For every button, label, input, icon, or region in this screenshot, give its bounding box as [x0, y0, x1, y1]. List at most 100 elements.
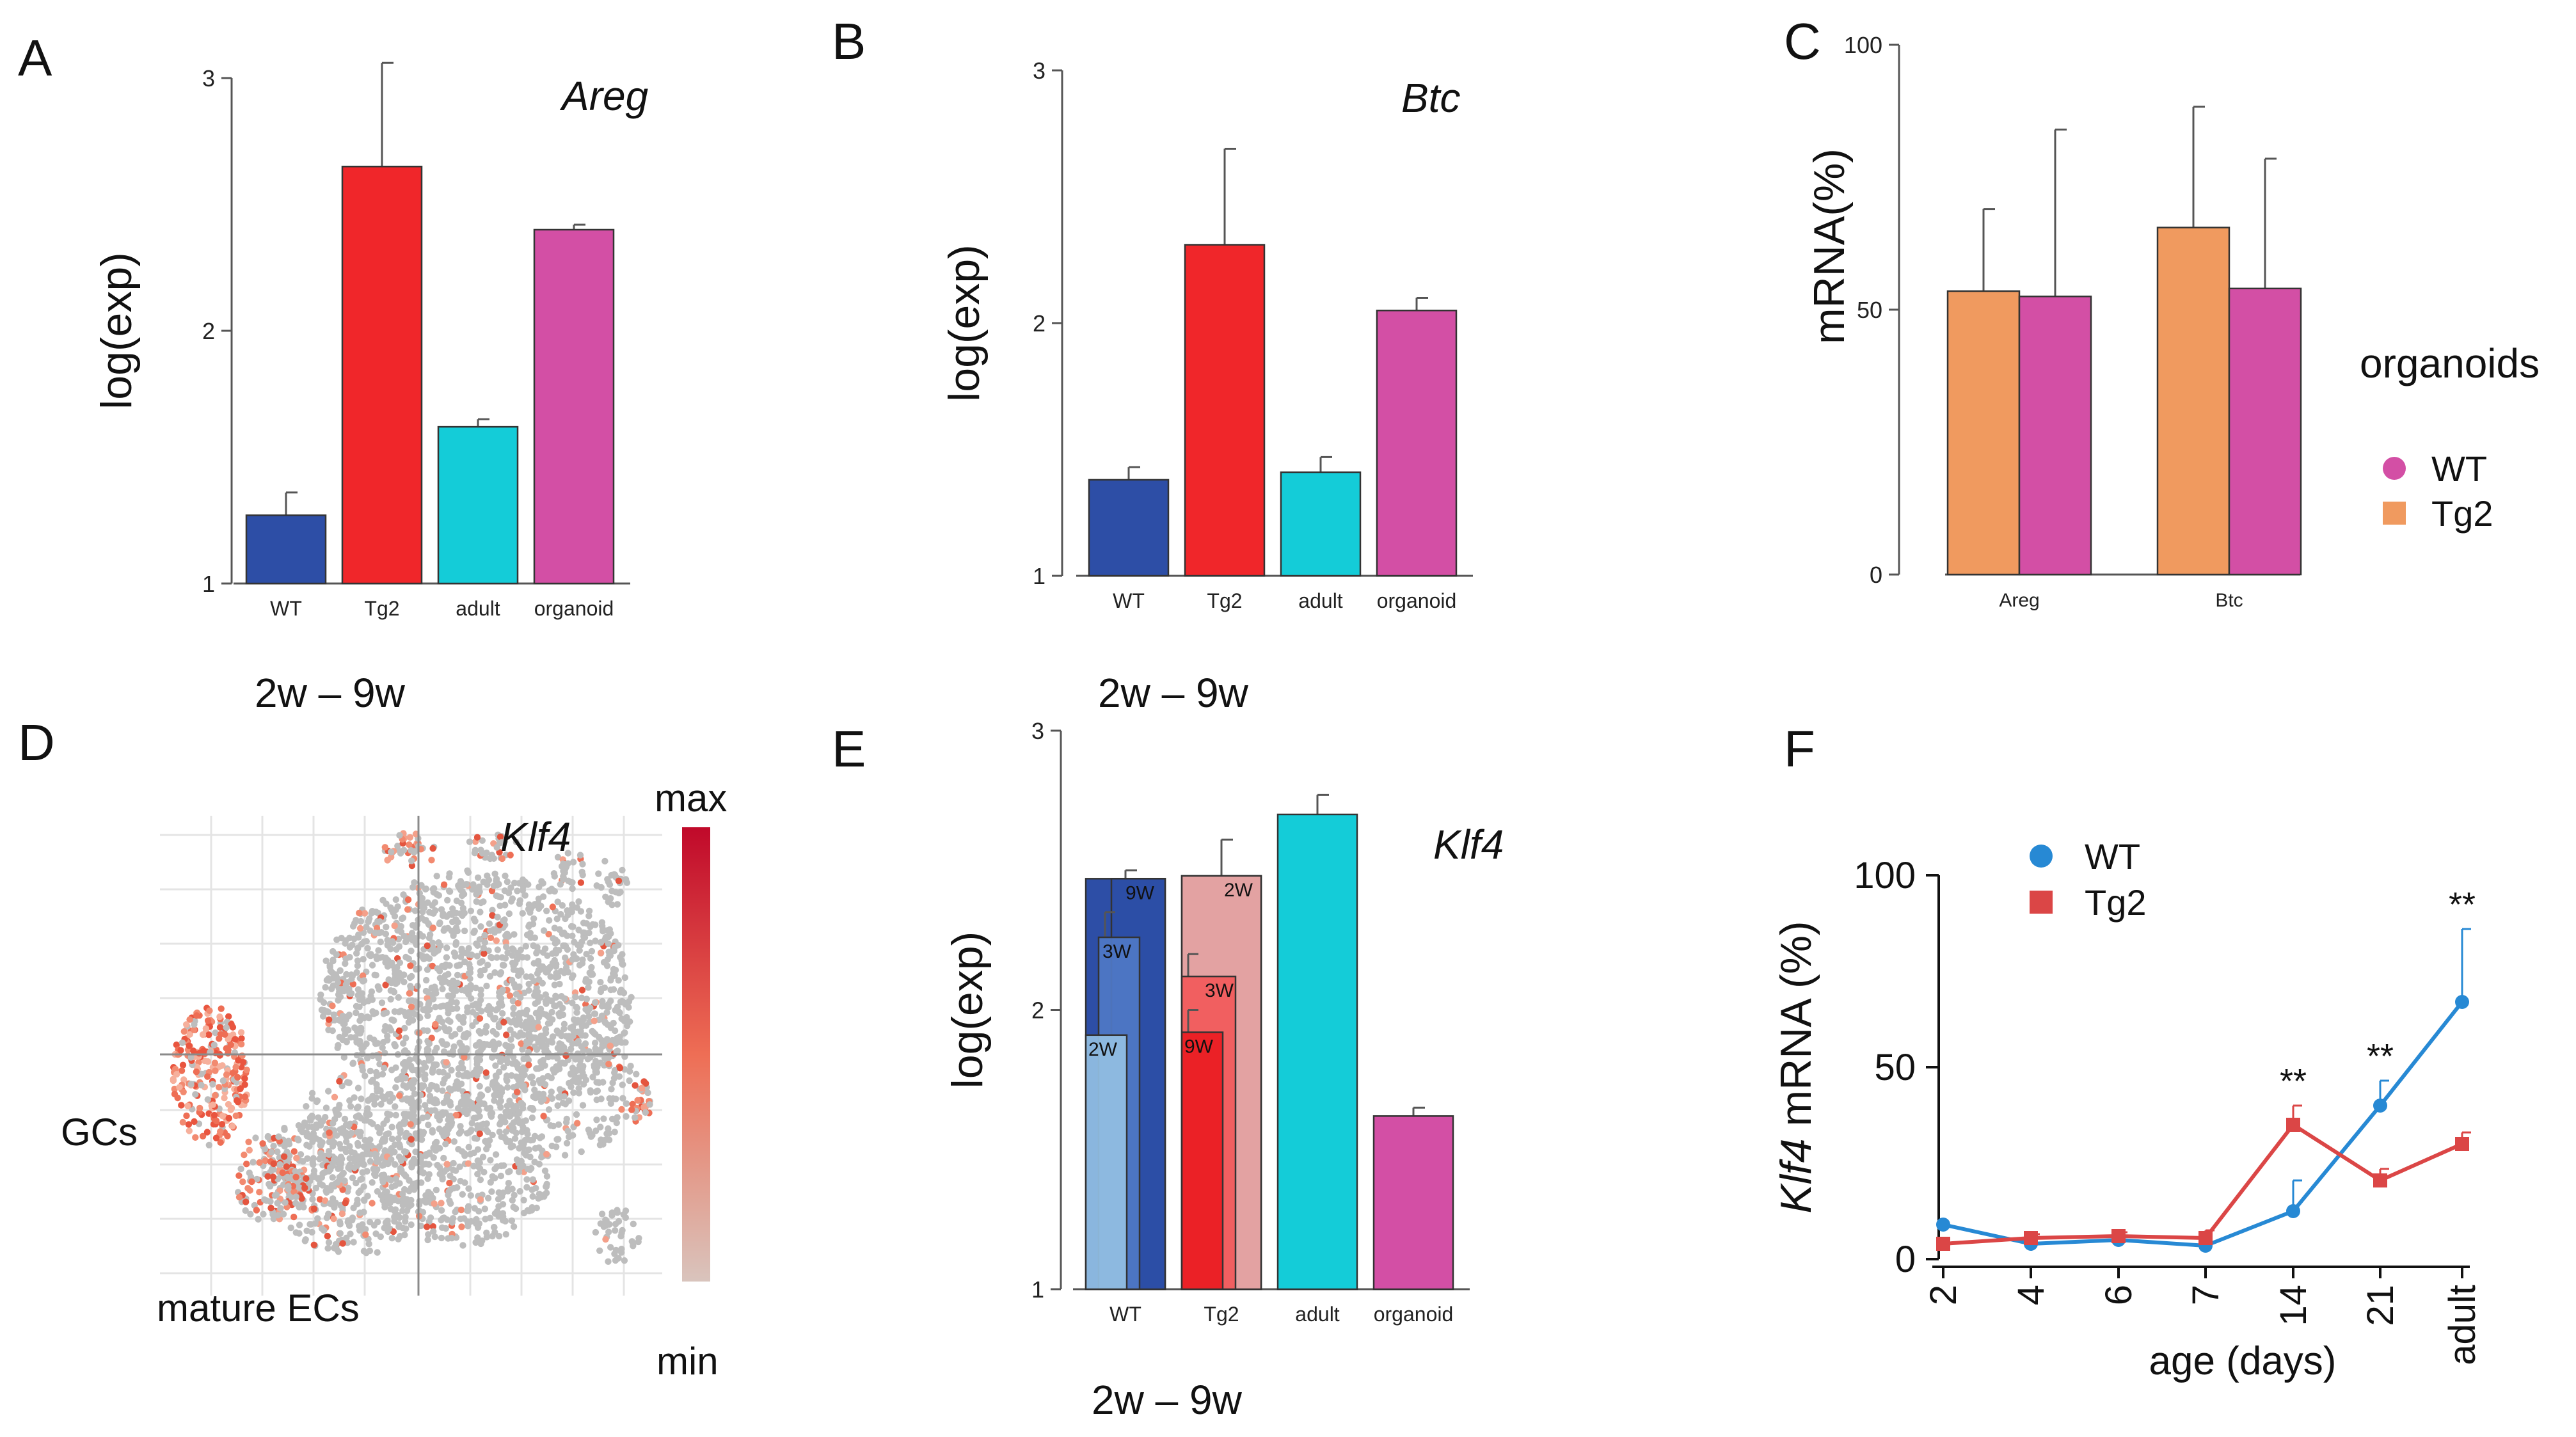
- tsne-point-low: [491, 969, 498, 976]
- tsne-point-low: [510, 1084, 517, 1091]
- tsne-point-low: [452, 1209, 459, 1216]
- tsne-point-low: [372, 1068, 380, 1076]
- tsne-point-low: [378, 1171, 385, 1179]
- tsne-point-low: [472, 846, 479, 854]
- tsne-point-low: [521, 892, 529, 899]
- tsne-point-low: [534, 944, 541, 951]
- tsne-point-low: [484, 1086, 491, 1093]
- y-tick-label: 100: [1854, 855, 1916, 896]
- tsne-point-low: [326, 1200, 334, 1207]
- tsne-point-low: [192, 1091, 199, 1098]
- tsne-point-low: [578, 1032, 585, 1039]
- tsne-point-low: [539, 1038, 546, 1045]
- tsne-point-low: [500, 1064, 507, 1071]
- tsne-point-low: [547, 1122, 554, 1129]
- tsne-point-low: [512, 960, 519, 967]
- tsne-point-low: [491, 929, 498, 936]
- tsne-point-low: [325, 1211, 332, 1218]
- tsne-point-high: [408, 1003, 415, 1010]
- sub-bar-label: 9W: [1184, 1036, 1214, 1057]
- tsne-point-low: [556, 926, 563, 933]
- tsne-point-low: [377, 1088, 384, 1095]
- tsne-point-low: [516, 1119, 523, 1127]
- tsne-point-low: [435, 939, 442, 946]
- tsne-point-low: [412, 1148, 419, 1155]
- bar-adult: [1276, 813, 1358, 1290]
- tsne-point-low: [366, 915, 373, 922]
- tsne-point-low: [600, 926, 607, 933]
- tsne-point-low: [532, 1145, 539, 1152]
- tsne-point-low: [615, 942, 622, 949]
- tsne-point-low: [255, 1216, 262, 1223]
- tsne-point-low: [571, 1076, 579, 1083]
- x-tick-label: Tg2: [364, 597, 399, 620]
- tsne-point-low: [564, 969, 571, 976]
- tsne-point-low: [406, 935, 413, 942]
- tsne-point-high: [246, 1147, 253, 1154]
- tsne-point-low: [617, 953, 624, 961]
- legend-label: WT: [2085, 836, 2140, 877]
- tsne-point-low: [501, 1113, 508, 1121]
- tsne-point-low: [453, 1004, 461, 1012]
- tsne-point-low: [537, 994, 544, 1001]
- tsne-point-low: [456, 961, 463, 969]
- tsne-point-low: [529, 1114, 536, 1122]
- tsne-point-low: [395, 994, 402, 1001]
- tsne-point-high: [243, 1161, 250, 1168]
- tsne-point-low: [589, 1074, 596, 1081]
- tsne-point-low: [353, 949, 360, 957]
- tsne-point-low: [454, 1184, 461, 1191]
- tsne-point-low: [325, 1088, 332, 1095]
- tsne-point-low: [376, 1061, 383, 1068]
- tsne-point-low: [623, 879, 631, 886]
- tsne-point-low: [367, 927, 374, 934]
- tsne-point-low: [346, 1079, 353, 1086]
- tsne-point-low: [505, 910, 513, 917]
- tsne-point-low: [521, 1150, 528, 1157]
- tsne-point-low: [615, 1255, 622, 1262]
- tsne-point-low: [383, 1009, 390, 1017]
- tsne-point-low: [381, 1065, 388, 1072]
- tsne-point-low: [385, 976, 392, 983]
- tsne-point-low: [401, 971, 408, 978]
- tsne-point-low: [623, 1100, 630, 1108]
- tsne-point-low: [376, 930, 383, 937]
- tsne-point-low: [342, 981, 350, 988]
- tsne-point-low: [615, 977, 622, 984]
- tsne-point-high: [211, 1111, 218, 1119]
- tsne-point-low: [466, 961, 473, 968]
- tsne-point-low: [507, 884, 514, 891]
- tsne-point-low: [368, 910, 375, 917]
- tsne-point-high: [241, 1081, 248, 1088]
- tsne-point-low: [550, 1033, 557, 1040]
- tsne-point-low: [505, 889, 513, 896]
- tsne-point-low: [191, 1021, 198, 1028]
- tsne-point-low: [575, 1038, 582, 1045]
- tsne-point-low: [372, 1010, 379, 1017]
- tsne-point-high: [227, 1041, 234, 1049]
- tsne-point-low: [483, 1234, 491, 1241]
- data-point-wt: [1936, 1218, 1950, 1232]
- tsne-point-low: [570, 1089, 577, 1097]
- chart-btc: 1 2 3 log(exp) Btc WT Tg2 adult organoid: [940, 58, 1473, 612]
- tsne-point-low: [347, 1103, 354, 1110]
- tsne-point-high: [237, 1029, 245, 1036]
- tsne-point-low: [285, 1183, 292, 1190]
- tsne-point-low: [331, 1244, 338, 1251]
- tsne-point-high: [465, 1160, 472, 1167]
- tsne-point-low: [372, 972, 379, 979]
- tsne-point-low: [276, 1161, 283, 1168]
- tsne-point-high: [513, 1088, 521, 1096]
- tsne-point-low: [348, 976, 355, 983]
- tsne-point-low: [369, 1120, 376, 1127]
- tsne-point-low: [309, 1123, 316, 1131]
- tsne-point-low: [285, 1138, 292, 1145]
- bar-organoid: [1376, 310, 1458, 577]
- tsne-point-low: [509, 952, 516, 959]
- tsne-point-low: [409, 922, 417, 929]
- tsne-point-low: [312, 1220, 319, 1227]
- tsne-point-low: [556, 1013, 563, 1020]
- tsne-point-low: [495, 1099, 503, 1107]
- tsne-point-low: [576, 947, 583, 954]
- tsne-point-low: [303, 1227, 310, 1235]
